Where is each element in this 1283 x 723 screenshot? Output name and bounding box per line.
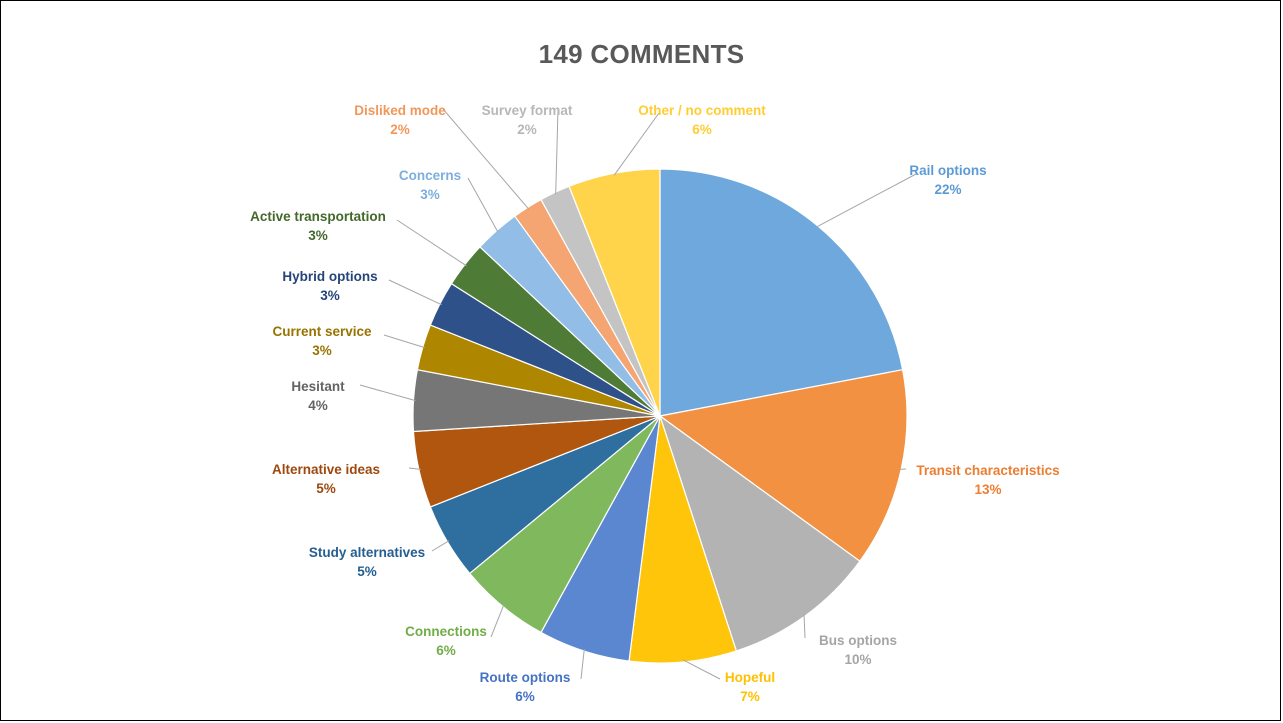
leader-line [555,108,559,195]
slice-percent: 6% [436,643,456,658]
slice-label: Active transportation [250,209,386,224]
leader-line [431,540,450,552]
slice-label: Current service [272,324,372,339]
leader-line [442,108,530,210]
leader-line [396,219,467,267]
slice-label: Disliked mode [354,103,446,118]
slice-label: Study alternatives [309,545,425,560]
slice-label: Rail options [909,163,986,178]
slice-percent: 3% [320,288,340,303]
leader-line [613,112,660,176]
slice-percent: 7% [740,689,760,704]
leader-line [408,467,421,470]
leader-line [383,334,425,349]
slice-label: Hopeful [725,670,775,685]
slice-percent: 4% [308,398,328,413]
slice-percent: 5% [316,481,336,496]
slice-percent: 2% [390,122,410,137]
leader-line [580,648,585,680]
slice-label: Concerns [399,168,461,183]
slice-percent: 5% [357,564,377,579]
slice-percent: 22% [934,182,961,197]
pie-slice-other-no-comment [568,168,661,417]
slice-label: Alternative ideas [272,462,380,477]
slice-percent: 3% [312,343,332,358]
chart-title: 149 COMMENTS [538,39,745,69]
slice-percent: 6% [692,122,712,137]
slice-label: Bus options [819,633,897,648]
slice-label: Survey format [482,103,573,118]
slice-label: Hesitant [291,379,345,394]
slice-percent: 3% [420,187,440,202]
slice-label: Connections [405,624,487,639]
slice-label: Other / no comment [638,103,766,118]
leader-lines [359,108,917,680]
slice-label: Hybrid options [282,269,377,284]
slice-percent: 10% [844,652,871,667]
leader-line [682,659,721,680]
leader-line [359,384,416,402]
slice-label: Route options [480,670,571,685]
leader-line [388,279,442,306]
slice-percent: 6% [515,689,535,704]
leader-line [467,177,499,233]
slice-percent: 2% [517,122,537,137]
leader-line [815,173,917,228]
pie-slices [412,168,908,664]
leader-line [803,614,806,639]
pie-slice-bus-options [658,414,861,652]
slice-percent: 13% [974,482,1001,497]
slice-percent: 3% [308,228,328,243]
pie-slice-rail-options [659,168,904,417]
pie-slice-hopeful [628,415,738,664]
leader-line [490,604,505,638]
slice-labels: Rail options 22% Transit characteristics 13… [250,103,1060,704]
slice-label: Transit characteristics [916,463,1059,478]
pie-slice-transit-characteristics [658,369,908,563]
